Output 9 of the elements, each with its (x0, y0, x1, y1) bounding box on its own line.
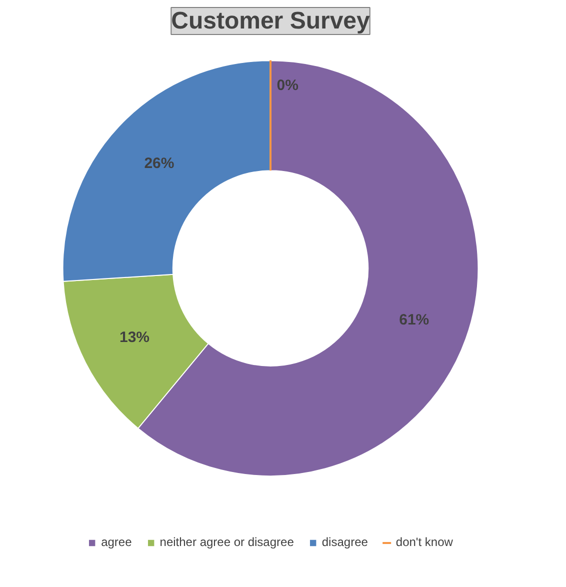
chart-title: Customer Survey (171, 8, 371, 34)
legend-label: agree (101, 535, 132, 549)
data-label: 61% (399, 312, 430, 329)
legend-label: neither agree or disagree (160, 535, 294, 549)
legend-label: disagree (322, 535, 368, 549)
data-label: 13% (119, 329, 150, 346)
legend-label: don't know (396, 535, 453, 549)
text: 0% (276, 76, 298, 94)
data-label: 26% (144, 155, 174, 172)
